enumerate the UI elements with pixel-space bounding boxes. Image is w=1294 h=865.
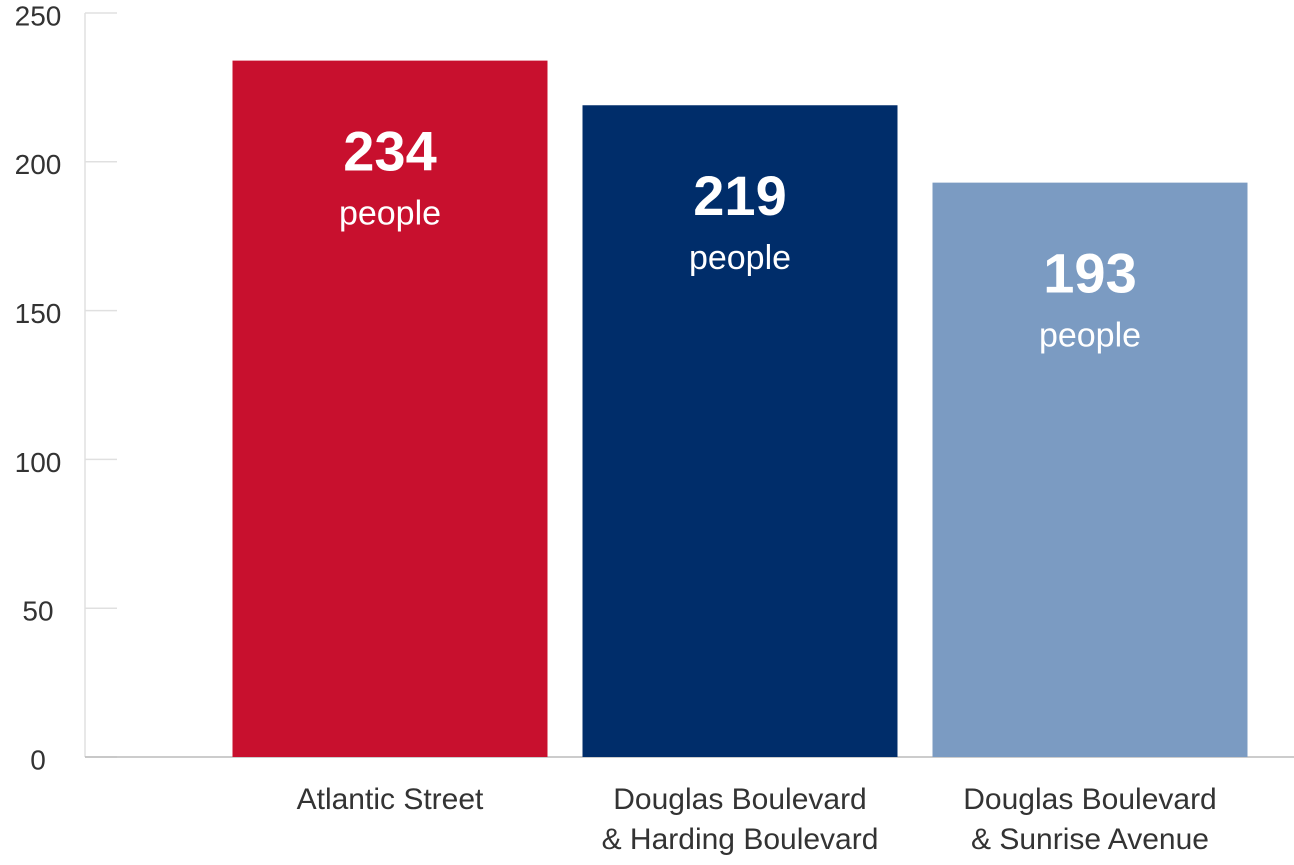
x-tick-label: Douglas Boulevard & Harding Boulevard — [601, 783, 879, 856]
x-tick-label: Atlantic Street — [296, 783, 484, 816]
y-tick-label: 50 — [22, 596, 53, 627]
x-tick-label: Douglas Boulevard & Sunrise Avenue — [963, 783, 1217, 856]
value-label: 193 — [1043, 241, 1136, 304]
y-tick-label: 200 — [15, 149, 62, 180]
value-unit: people — [339, 195, 441, 233]
value-unit: people — [689, 239, 791, 277]
value-label: 219 — [693, 164, 786, 227]
bar — [232, 60, 548, 757]
y-tick-label: 100 — [15, 447, 62, 478]
value-unit: people — [1039, 317, 1141, 355]
y-tick-label: 250 — [15, 0, 62, 31]
bar — [932, 182, 1248, 757]
y-tick-label: 150 — [15, 298, 62, 329]
value-label: 234 — [343, 119, 436, 182]
y-tick-label: 0 — [30, 744, 46, 775]
bar — [582, 105, 898, 758]
